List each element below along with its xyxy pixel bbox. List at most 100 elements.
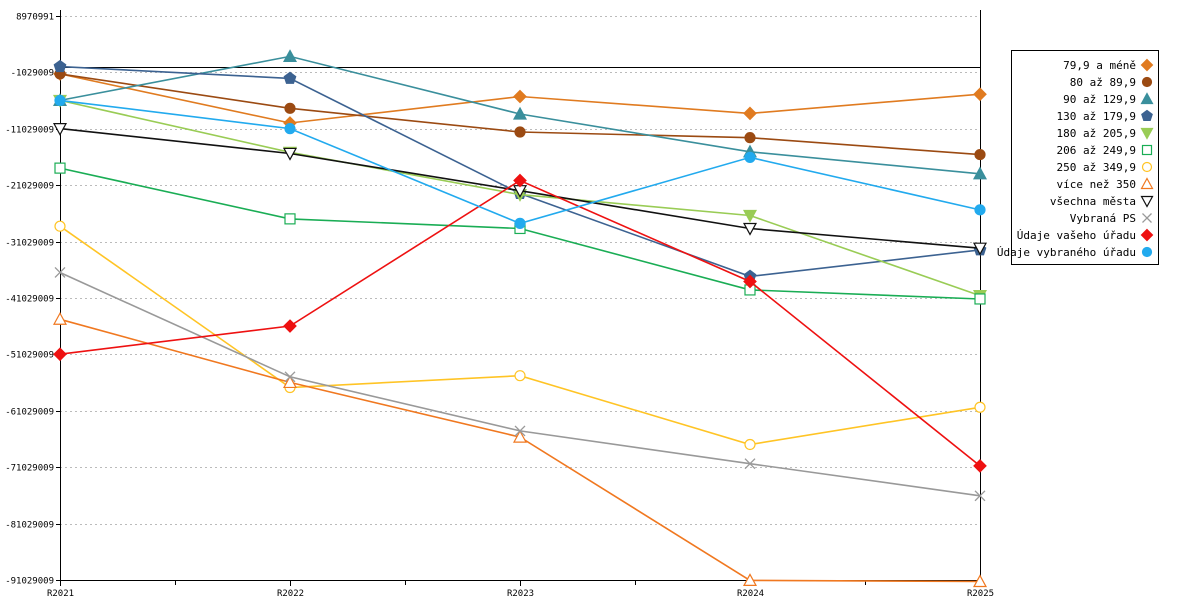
x-tick-label: R2023 [507, 589, 534, 599]
x-tick-label: R2025 [967, 589, 994, 599]
series-line [59, 318, 981, 583]
x-tick-label: R2022 [277, 589, 304, 599]
data-point [513, 173, 527, 188]
series-0 [53, 67, 987, 130]
series-10 [53, 173, 987, 473]
data-point [283, 319, 297, 333]
data-point [973, 459, 987, 473]
series-2 [52, 49, 988, 180]
series-8 [52, 123, 988, 256]
legend-marker [1140, 228, 1154, 242]
data-point [744, 458, 756, 470]
legend-marker [1141, 109, 1153, 122]
data-point [514, 126, 526, 138]
data-point [284, 102, 296, 114]
legend-marker [1140, 195, 1154, 208]
data-point [743, 274, 757, 289]
legend-marker [1141, 144, 1153, 156]
legend: 79,9 a méně 80 až 89,9 90 až 129,9 130 až 1… [997, 50, 1159, 265]
series-6 [54, 220, 986, 451]
legend-label: více než 350 [1057, 178, 1136, 191]
series-7 [52, 312, 988, 588]
data-point [282, 49, 298, 63]
y-tick-label: 8970991 [16, 13, 54, 23]
legend-label: 250 až 349,9 [1057, 161, 1136, 174]
data-point [974, 293, 986, 305]
legend-item: více než 350 [1057, 177, 1154, 191]
data-point [974, 401, 986, 413]
axis-layer: 8970991 -1029009 -11029009 -21029009 -310290… [5, 10, 994, 599]
legend-item: Údaje vašeho úřadu [1017, 228, 1154, 242]
legend-label: 79,9 a méně [1063, 59, 1136, 72]
y-tick-label: -41029009 [5, 295, 54, 305]
data-point [972, 166, 988, 180]
data-point [974, 204, 986, 216]
data-point [744, 132, 756, 144]
data-point [54, 162, 66, 174]
legend-box [1011, 50, 1159, 265]
series-9 [54, 266, 986, 502]
legend-label: Údaje vybraného úřadu [997, 246, 1136, 259]
data-point [53, 347, 67, 362]
data-point [972, 242, 988, 256]
legend-marker [1140, 177, 1154, 190]
legend-item: 90 až 129,9 [1063, 92, 1154, 106]
data-point [973, 87, 987, 102]
data-point [52, 312, 68, 325]
legend-item: 130 až 179,9 [1057, 109, 1153, 123]
legend-label: Údaje vašeho úřadu [1017, 229, 1136, 242]
data-point [284, 123, 296, 135]
data-point [282, 375, 298, 389]
data-point [512, 429, 528, 443]
legend-marker [1140, 127, 1154, 140]
legend-item: 180 až 205,9 [1057, 127, 1154, 140]
legend-marker [1140, 58, 1154, 72]
x-tick-label: R2024 [737, 589, 764, 599]
data-point [54, 94, 66, 107]
y-tick-label: -11029009 [5, 126, 54, 136]
series-layer [52, 49, 988, 588]
legend-label: 180 až 205,9 [1057, 127, 1136, 140]
x-tick-label: R2021 [47, 589, 74, 599]
data-point [282, 147, 298, 161]
data-point [284, 371, 296, 383]
y-tick-label: -81029009 [5, 521, 54, 531]
data-point [514, 217, 526, 229]
data-point [513, 89, 527, 104]
legend-label: 80 až 89,9 [1070, 76, 1136, 89]
data-point [972, 574, 988, 588]
legend-item: 250 až 349,9 [1057, 161, 1153, 174]
data-point [742, 573, 758, 587]
legend-item: 79,9 a méně [1063, 58, 1154, 72]
data-point [744, 151, 756, 164]
data-point [512, 106, 528, 120]
legend-marker [1142, 213, 1152, 223]
y-tick-label: -71029009 [5, 464, 54, 474]
y-tick-label: -31029009 [5, 239, 54, 249]
data-point [52, 123, 68, 136]
data-point [744, 438, 756, 451]
y-tick-label: -91029009 [5, 577, 54, 587]
legend-item: všechna města [1050, 195, 1154, 208]
y-tick-label: -61029009 [5, 408, 54, 418]
data-point [742, 209, 758, 223]
data-point [284, 213, 296, 225]
legend-label: 130 až 179,9 [1057, 110, 1136, 123]
legend-label: Vybraná PS [1070, 212, 1136, 225]
data-point [283, 71, 297, 84]
data-point [54, 266, 66, 278]
data-point [743, 106, 757, 121]
y-tick-label: -51029009 [5, 351, 54, 361]
y-tick-label: -21029009 [5, 182, 54, 192]
legend-marker [1141, 161, 1153, 173]
legend-label: 206 až 249,9 [1057, 144, 1136, 157]
data-point [974, 148, 986, 161]
legend-label: všechna města [1050, 195, 1136, 208]
data-point [974, 490, 986, 502]
legend-marker [1141, 76, 1153, 88]
legend-marker [1141, 246, 1153, 258]
data-point [742, 222, 758, 236]
legend-item: 206 až 249,9 [1057, 144, 1153, 157]
data-point [54, 220, 66, 232]
